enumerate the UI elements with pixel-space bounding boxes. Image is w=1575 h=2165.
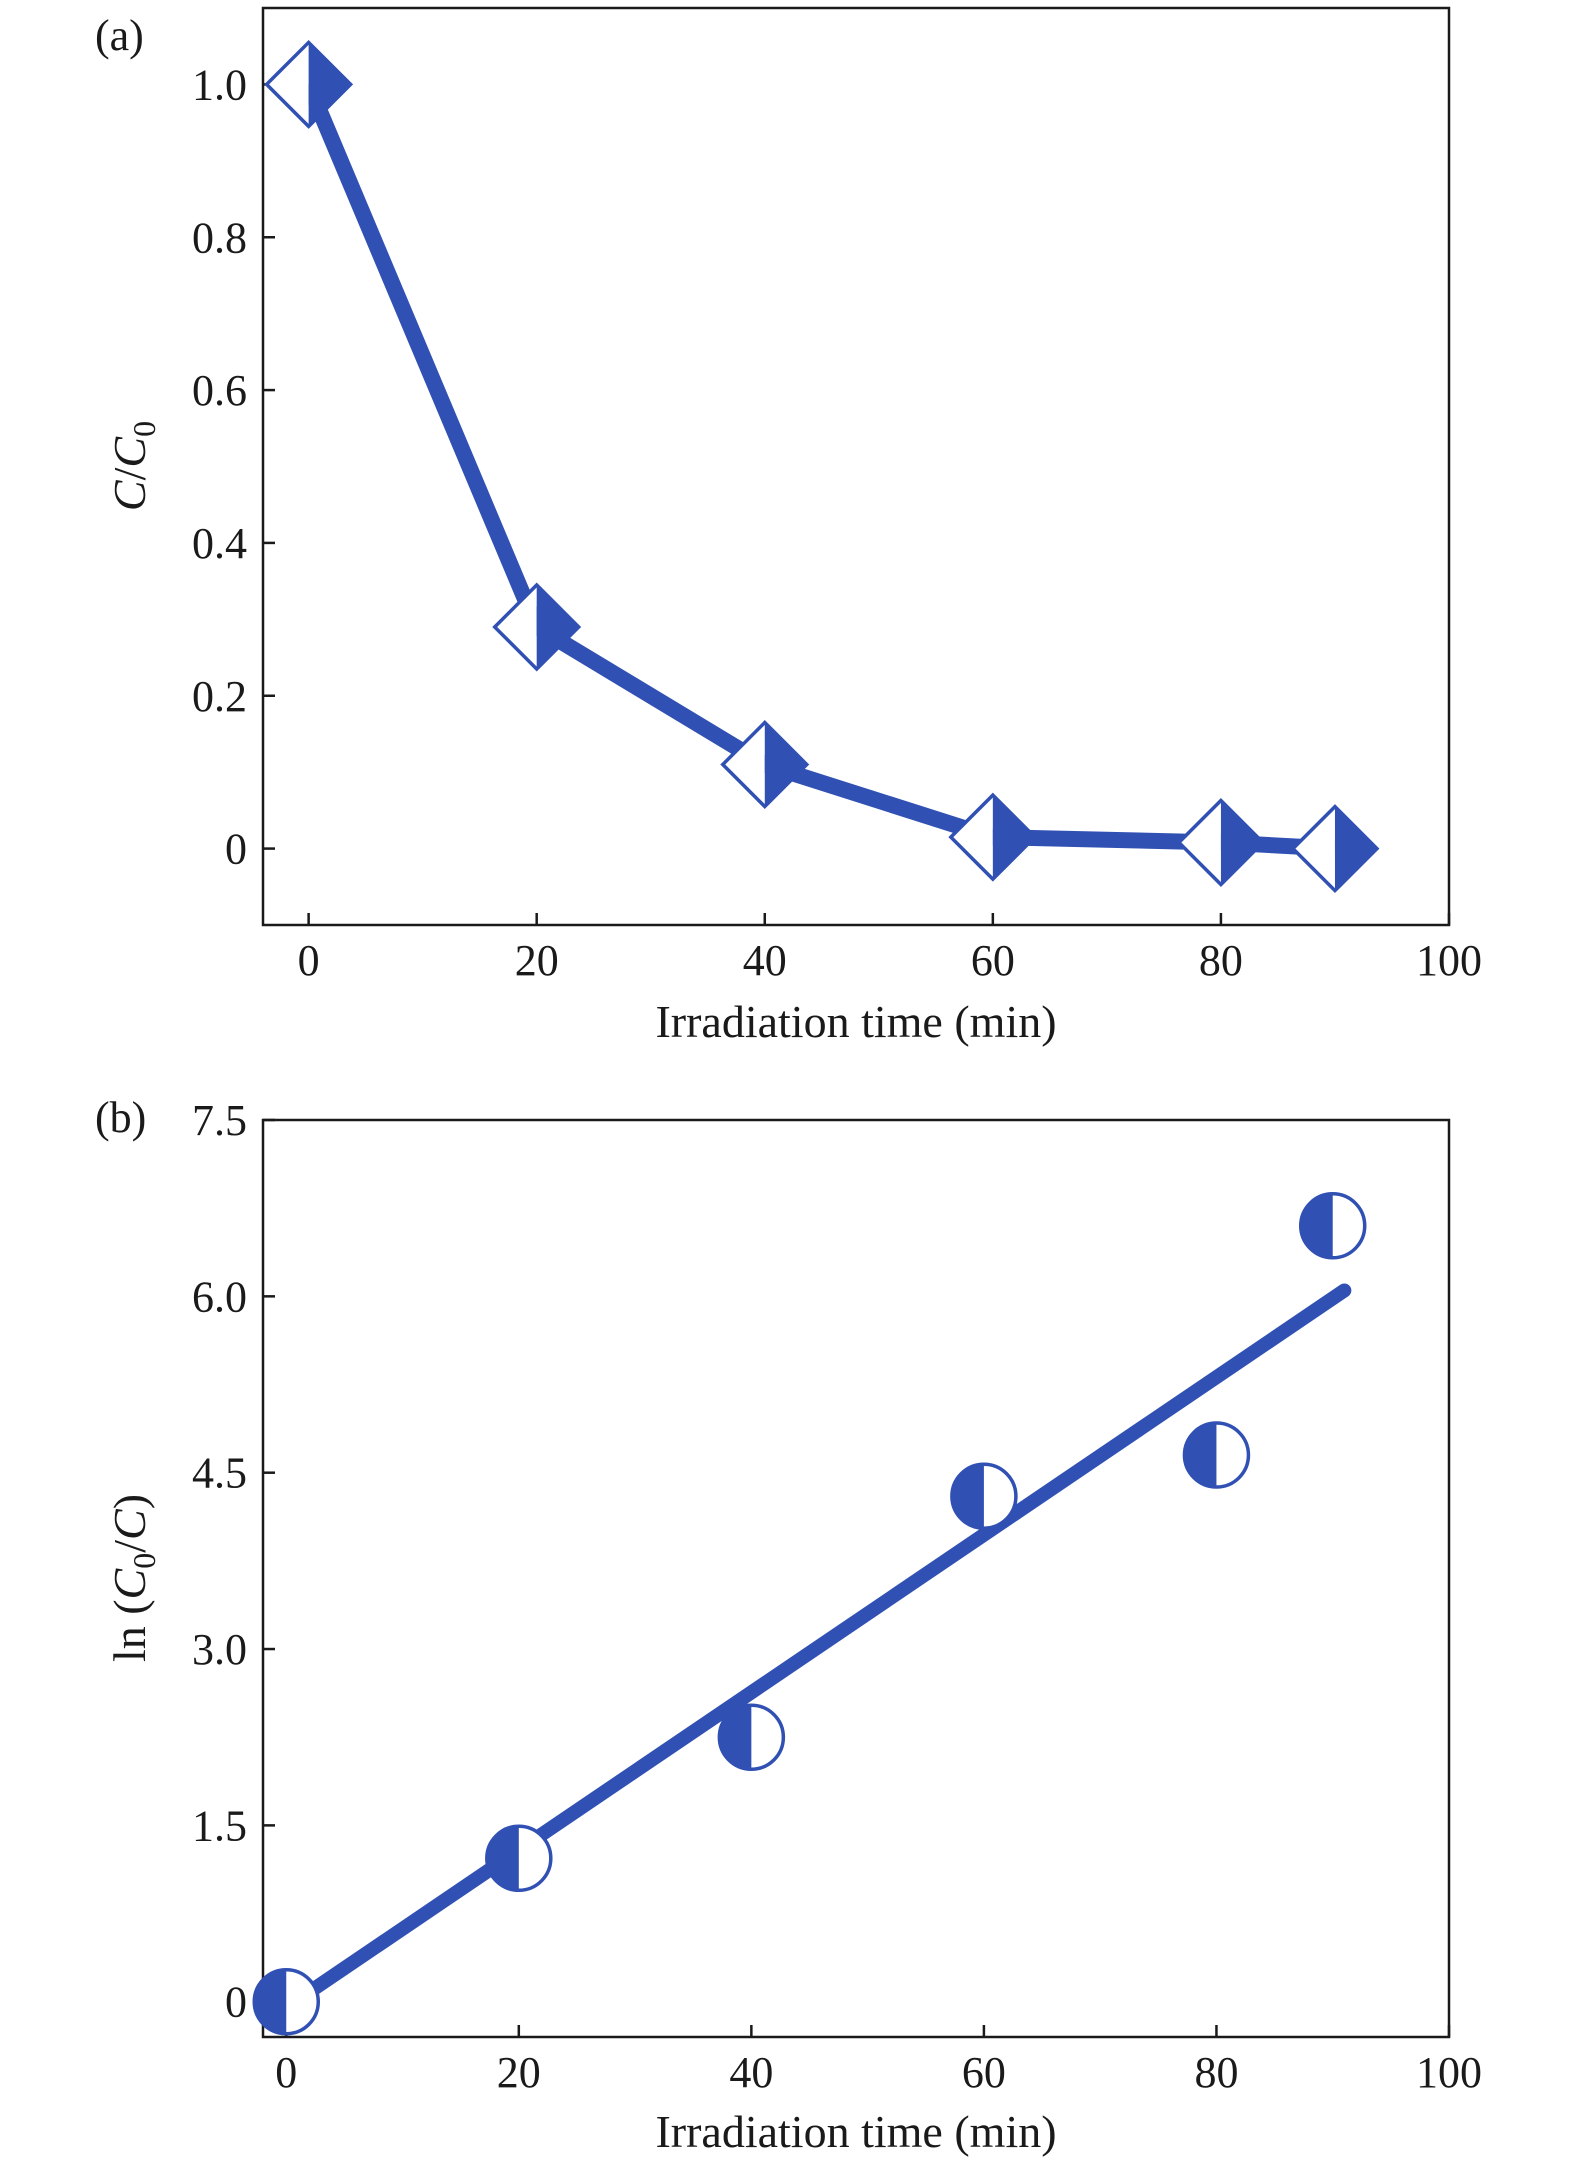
panel-b-x-tick-label: 20: [497, 2048, 541, 2097]
panel-a-ylabel-sep: /: [104, 467, 155, 480]
panel-a: (a) Irradiation time (min) C/C0 0 20 40 60 8…: [95, 6, 1482, 1047]
diamond-outline: [948, 792, 1038, 882]
panel-b-x-axis-title: Irradiation time (min): [655, 2106, 1056, 2157]
circle-outline: [485, 1824, 553, 1893]
panel-b-ticks: 0 20 40 60 80 100 0 1.5 3.0 4.5 6.0 7.5: [192, 1096, 1482, 2097]
panel-b-data-point: [1182, 1421, 1251, 1489]
panel-a-ticks: 0 20 40 60 80 100 0 0.2 0.4 0.6 0.8 1.0: [192, 60, 1482, 985]
panel-a-y-tick-label: 0.4: [192, 519, 247, 568]
circle-left-half: [486, 1826, 519, 1891]
circle-left-half: [951, 1464, 984, 1529]
diamond-outline: [1290, 804, 1380, 894]
panel-a-y-tick-label: 0.6: [192, 366, 247, 415]
diamond-left-half: [1292, 806, 1335, 891]
panel-a-x-tick-label: 0: [298, 936, 320, 985]
panel-a-label: (a): [95, 11, 144, 60]
panel-a-ylabel-sub: 0: [126, 421, 162, 437]
panel-b-series: [252, 1192, 1367, 2036]
panel-a-y-tick-label: 0.8: [192, 213, 247, 262]
panel-a-y-axis-title: C/C0: [104, 421, 162, 511]
circle-outline: [717, 1703, 786, 1771]
panel-a-y-tick-label: 0.2: [192, 672, 247, 721]
diamond-right-half: [536, 584, 579, 669]
panel-a-data-point: [948, 792, 1038, 882]
panel-b-y-tick-label: 1.5: [192, 1801, 247, 1850]
panel-b-data-point: [485, 1824, 553, 1893]
diamond-right-half: [992, 795, 1035, 880]
panel-a-data-point: [720, 720, 810, 809]
panel-a-data-point: [1176, 797, 1266, 887]
panel-a-ylabel-c0: C: [104, 436, 155, 468]
panel-a-data-point: [264, 39, 354, 129]
panel-a-ylabel-c: C: [104, 479, 155, 511]
circle-left-half: [1300, 1193, 1333, 1258]
panel-a-x-tick-label: 100: [1416, 936, 1482, 985]
circle-outline: [1298, 1192, 1367, 1260]
diamond-left-half: [950, 795, 993, 880]
panel-b-ylabel-c2: C: [104, 1508, 155, 1540]
panel-b-data-point: [252, 1967, 321, 2036]
panel-a-data-point: [1290, 804, 1380, 894]
panel-a-y-tick-label: 1.0: [192, 60, 247, 109]
circle-outline: [950, 1462, 1018, 1530]
panel-a-y-tick-label: 0: [225, 825, 247, 874]
circle-outline: [252, 1967, 321, 2036]
panel-b-ylabel-post: ): [104, 1494, 155, 1509]
panel-b-y-tick-label: 7.5: [192, 1096, 247, 1145]
panel-a-data-point: [492, 582, 582, 672]
diamond-outline: [264, 39, 354, 129]
panel-b-plot-frame: [261, 1118, 1451, 2039]
panel-a-series: [264, 39, 1380, 894]
panel-b-ylabel-sub: 0: [126, 1553, 162, 1569]
panel-b-x-tick-label: 40: [729, 2048, 773, 2097]
diamond-right-half: [1220, 800, 1263, 885]
panel-a-plot-frame: [261, 6, 1451, 927]
diamond-outline: [1176, 797, 1266, 887]
panel-b-x-tick-label: 100: [1416, 2048, 1482, 2097]
panel-b-y-tick-label: 3.0: [192, 1625, 247, 1674]
diamond-right-half: [1334, 806, 1377, 891]
diamond-left-half: [266, 42, 309, 127]
diamond-left-half: [1178, 800, 1221, 885]
panel-b-x-tick-label: 60: [962, 2048, 1006, 2097]
circle-left-half: [719, 1705, 752, 1770]
panel-b-y-tick-label: 0: [225, 1978, 247, 2027]
panel-a-x-tick-label: 20: [515, 936, 559, 985]
diamond-outline: [492, 582, 582, 672]
panel-b-y-axis-title: ln (C0/C): [104, 1494, 162, 1662]
panel-b-y-tick-label: 4.5: [192, 1449, 247, 1498]
circle-left-half: [254, 1969, 287, 2034]
panel-a-x-tick-label: 60: [971, 936, 1015, 985]
panel-b-fit-line: [279, 1283, 1352, 2015]
panel-b-x-tick-label: 0: [275, 2048, 297, 2097]
diamond-right-half: [308, 42, 351, 127]
diamond-right-half: [764, 722, 807, 807]
panel-a-x-axis-title: Irradiation time (min): [655, 996, 1056, 1047]
panel-b-ylabel-c1: C: [104, 1567, 155, 1599]
diamond-left-half: [494, 584, 537, 669]
panel-b-data-point: [950, 1462, 1018, 1530]
circle-left-half: [1184, 1423, 1217, 1488]
panel-b-x-tick-label: 80: [1194, 2048, 1238, 2097]
panel-b-ylabel-mid: /: [104, 1540, 155, 1553]
panel-a-x-tick-label: 40: [743, 936, 787, 985]
panel-b-y-tick-label: 6.0: [192, 1272, 247, 1321]
diamond-outline: [720, 720, 810, 809]
panel-b-label: (b): [95, 1093, 146, 1142]
panel-b: (b) Irradiation time (min) ln (C0/C) 0 20…: [95, 1093, 1482, 2157]
diamond-left-half: [722, 722, 765, 807]
panel-b-ylabel-pre: ln (: [104, 1599, 155, 1662]
panel-a-series-line: [301, 81, 1336, 857]
panel-b-data-point: [717, 1703, 786, 1771]
circle-outline: [1182, 1421, 1251, 1489]
panel-a-x-tick-label: 80: [1199, 936, 1243, 985]
panel-b-data-point: [1298, 1192, 1367, 1260]
